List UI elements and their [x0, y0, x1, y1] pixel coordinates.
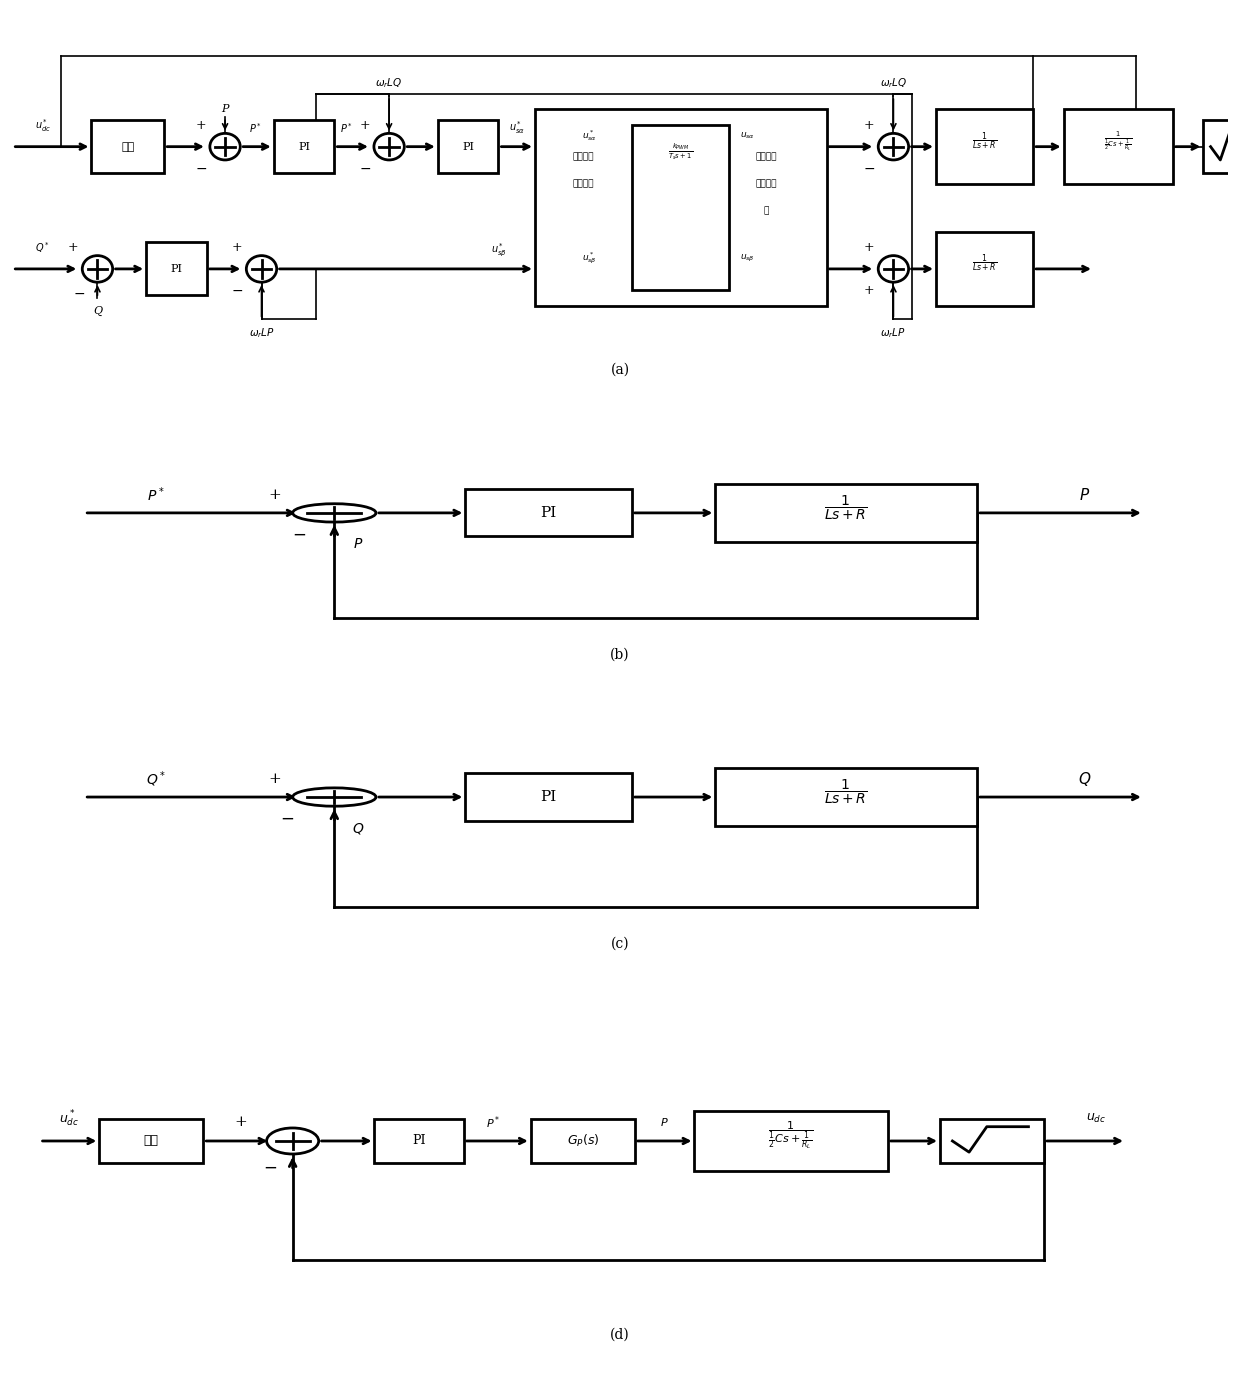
Text: PI: PI — [170, 265, 182, 274]
Bar — [438, 120, 498, 174]
Text: $-$: $-$ — [279, 809, 294, 827]
Bar — [632, 125, 729, 291]
Text: $-$: $-$ — [291, 525, 306, 543]
Bar — [936, 232, 1033, 306]
Text: $P^*$: $P^*$ — [486, 1113, 501, 1131]
Circle shape — [878, 134, 909, 160]
Bar — [531, 1119, 635, 1163]
Text: PI: PI — [298, 142, 310, 152]
Text: 平方: 平方 — [144, 1134, 159, 1148]
Circle shape — [293, 788, 376, 806]
Bar — [374, 1119, 464, 1163]
Text: +: + — [232, 241, 243, 254]
Text: 平方: 平方 — [122, 142, 134, 152]
Text: $u_{s\alpha}$: $u_{s\alpha}$ — [740, 131, 755, 142]
Text: +: + — [864, 241, 874, 254]
Bar — [715, 768, 977, 825]
Text: $P$: $P$ — [353, 537, 363, 551]
Bar — [465, 489, 632, 536]
Text: $-$: $-$ — [231, 282, 243, 298]
Text: $\omega_r LQ$: $\omega_r LQ$ — [376, 76, 403, 90]
Bar — [694, 1111, 888, 1171]
Bar — [92, 120, 164, 174]
Text: PI: PI — [541, 506, 557, 520]
Text: $u^*_{dc}$: $u^*_{dc}$ — [35, 117, 51, 134]
Bar — [715, 484, 977, 542]
Text: $\frac{k_{PWM}}{T_s s+1}$: $\frac{k_{PWM}}{T_s s+1}$ — [668, 142, 693, 163]
Text: $Q$: $Q$ — [352, 821, 365, 836]
Text: $P$: $P$ — [1079, 486, 1090, 503]
Text: $-$: $-$ — [863, 161, 875, 175]
Text: $\dfrac{1}{\frac{1}{2}Cs+\frac{1}{R_L}}$: $\dfrac{1}{\frac{1}{2}Cs+\frac{1}{R_L}}$ — [769, 1120, 813, 1151]
Circle shape — [374, 134, 404, 160]
Bar — [940, 1119, 1044, 1163]
Text: P: P — [221, 105, 229, 114]
Text: $u^*_{dc}$: $u^*_{dc}$ — [60, 1108, 79, 1129]
Text: (c): (c) — [610, 937, 630, 951]
Text: PI: PI — [463, 142, 474, 152]
Bar — [146, 243, 207, 295]
Text: +: + — [268, 488, 281, 502]
Text: 矢量逆计: 矢量逆计 — [755, 179, 776, 189]
Text: $u_{s\beta}$: $u_{s\beta}$ — [740, 252, 755, 263]
Text: $G_P(s)$: $G_P(s)$ — [567, 1133, 599, 1149]
Text: +: + — [196, 119, 206, 132]
Text: +: + — [68, 241, 78, 254]
Text: PI: PI — [541, 790, 557, 803]
Text: (a): (a) — [610, 362, 630, 378]
Circle shape — [878, 256, 909, 282]
Text: PI: PI — [413, 1134, 425, 1148]
Text: $-$: $-$ — [73, 285, 86, 300]
Text: $\omega_r LQ$: $\omega_r LQ$ — [879, 76, 908, 90]
Text: $\omega_r LP$: $\omega_r LP$ — [880, 325, 906, 339]
Text: $-$: $-$ — [263, 1159, 278, 1175]
Text: +: + — [864, 119, 874, 132]
Text: $u^*_{s\alpha}$: $u^*_{s\alpha}$ — [582, 128, 598, 143]
Text: $\dfrac{1}{Ls+R}$: $\dfrac{1}{Ls+R}$ — [825, 777, 868, 806]
Text: +: + — [360, 119, 370, 132]
Bar — [274, 120, 335, 174]
Text: $\frac{1}{Ls+R}$: $\frac{1}{Ls+R}$ — [972, 131, 997, 152]
Circle shape — [247, 256, 277, 282]
Text: 算: 算 — [763, 205, 769, 215]
Text: $Q^*$: $Q^*$ — [35, 240, 51, 255]
Circle shape — [293, 504, 376, 522]
Text: Q: Q — [93, 306, 102, 317]
Text: +: + — [864, 284, 874, 296]
Bar — [1064, 109, 1173, 183]
Text: 矢量计算: 矢量计算 — [573, 179, 594, 189]
Text: (b): (b) — [610, 648, 630, 661]
Text: +: + — [268, 772, 281, 785]
Text: $\dfrac{1}{Ls+R}$: $\dfrac{1}{Ls+R}$ — [825, 493, 868, 522]
Text: $u_{dc}$: $u_{dc}$ — [1086, 1112, 1106, 1126]
Circle shape — [267, 1129, 319, 1153]
Circle shape — [210, 134, 241, 160]
Bar — [99, 1119, 203, 1163]
Text: $u^*_{s\beta}$: $u^*_{s\beta}$ — [583, 251, 596, 266]
Circle shape — [82, 256, 113, 282]
Text: (d): (d) — [610, 1327, 630, 1341]
Text: $\omega_r LP$: $\omega_r LP$ — [248, 325, 274, 339]
Text: 参考电压: 参考电压 — [755, 153, 776, 161]
Text: $\frac{1}{Ls+R}$: $\frac{1}{Ls+R}$ — [972, 252, 997, 274]
Text: 参考电压: 参考电压 — [573, 153, 594, 161]
Text: $P^*$: $P^*$ — [249, 121, 262, 135]
Text: $P^*$: $P^*$ — [340, 121, 353, 135]
Text: $Q^*$: $Q^*$ — [145, 769, 166, 788]
Bar — [1203, 120, 1240, 174]
Text: $\frac{1}{\frac{1}{2}Cs+\frac{1}{R_L}}$: $\frac{1}{\frac{1}{2}Cs+\frac{1}{R_L}}$ — [1104, 130, 1132, 153]
Text: $u^*_{s\beta}$: $u^*_{s\beta}$ — [491, 241, 506, 259]
Text: $P^*$: $P^*$ — [146, 485, 165, 504]
Text: $Q$: $Q$ — [1078, 770, 1091, 788]
Text: $-$: $-$ — [195, 161, 207, 175]
Bar — [465, 773, 632, 820]
Text: +: + — [234, 1115, 247, 1130]
Bar — [534, 109, 827, 306]
Text: $P$: $P$ — [660, 1116, 670, 1129]
Text: $-$: $-$ — [358, 161, 371, 175]
Text: $u^*_{s\alpha}$: $u^*_{s\alpha}$ — [508, 120, 525, 136]
Bar — [936, 109, 1033, 183]
